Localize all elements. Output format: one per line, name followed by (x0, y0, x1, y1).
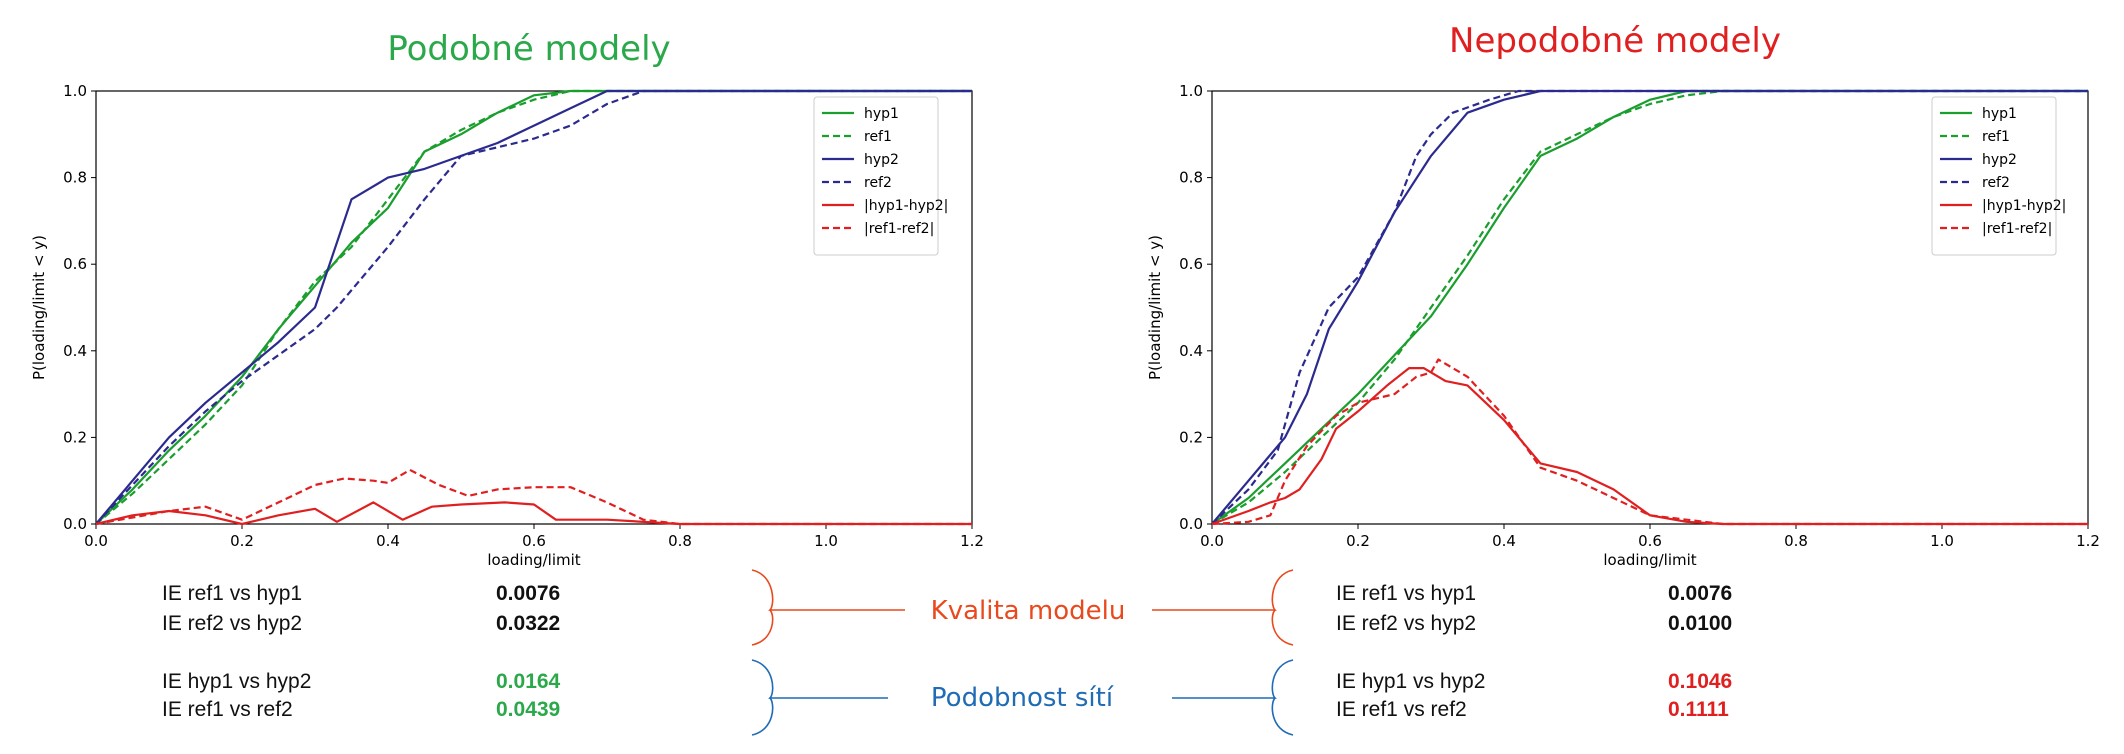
legend-entry: |ref1-ref2| (864, 221, 934, 237)
podobnost-connector (751, 659, 1294, 736)
kvalita-right-brace-lower (1271, 609, 1294, 646)
left-metrics: IE ref1 vs hyp1 0.0076 IE ref2 vs hyp2 0… (162, 582, 561, 721)
y-tick-label: 0.0 (63, 515, 87, 533)
legend-entry: ref2 (864, 175, 892, 191)
x-tick-label: 0.4 (1492, 532, 1516, 550)
podobnost-siti-label: Podobnost sítí (931, 683, 1114, 713)
series-line-hyp1 (1211, 89, 2088, 525)
podobnost-right-brace-lower (1271, 697, 1294, 736)
left-podobnost-label-1: IE hyp1 vs hyp2 (162, 670, 311, 693)
left-podobnost-value-1: 0.0164 (496, 670, 561, 693)
right-metrics: IE ref1 vs hyp1 0.0076 IE ref2 vs hyp2 0… (1336, 582, 1732, 721)
right-kvalita-label-2: IE ref2 vs hyp2 (1336, 612, 1476, 635)
x-tick-label: 0.2 (230, 532, 254, 550)
legend-entry: ref2 (1982, 175, 2010, 191)
y-tick-label: 1.0 (63, 82, 87, 100)
kvalita-connector (751, 569, 1294, 646)
x-axis-label: loading/limit (1603, 551, 1696, 569)
y-tick-label: 0.4 (1179, 342, 1203, 360)
series-line-ref2 (95, 89, 972, 525)
legend-entry: |hyp1-hyp2| (864, 198, 948, 214)
podobnost-right-line (1172, 659, 1294, 699)
kvalita-left-brace-lower (751, 609, 774, 646)
series-line-ref2 (1211, 89, 2088, 525)
x-tick-label: 0.6 (1638, 532, 1662, 550)
left-podobnost-value-2: 0.0439 (496, 698, 560, 721)
y-tick-label: 0.4 (63, 342, 87, 360)
y-tick-label: 0.0 (1179, 515, 1203, 533)
left-kvalita-value-2: 0.0322 (496, 612, 560, 635)
legend-entry: ref1 (864, 129, 892, 145)
series-line-ref1-ref2 (95, 468, 972, 526)
y-tick-label: 0.6 (63, 255, 87, 273)
x-tick-label: 1.0 (814, 532, 838, 550)
y-tick-label: 0.8 (63, 169, 87, 187)
chart-title-podobne: Podobné modely (387, 29, 670, 69)
x-tick-label: 0.0 (1200, 532, 1224, 550)
y-axis-label: P(loading/limit < y) (1146, 235, 1164, 380)
x-tick-label: 1.2 (960, 532, 984, 550)
right-kvalita-value-2: 0.0100 (1668, 612, 1732, 635)
x-tick-label: 1.2 (2076, 532, 2100, 550)
legend-entry: hyp2 (864, 152, 899, 168)
x-tick-label: 0.6 (522, 532, 546, 550)
right-podobnost-label-1: IE hyp1 vs hyp2 (1336, 670, 1485, 693)
right-podobnost-value-2: 0.1111 (1668, 698, 1729, 721)
y-tick-label: 0.2 (63, 428, 87, 446)
legend-entry: |hyp1-hyp2| (1982, 198, 2066, 214)
x-tick-label: 0.8 (1784, 532, 1808, 550)
left-kvalita-value-1: 0.0076 (496, 582, 560, 605)
series-line-hyp1-hyp2 (1211, 367, 2088, 526)
legend-entry: hyp1 (864, 106, 899, 122)
chart-title-nepodobne: Nepodobné modely (1449, 21, 1781, 61)
series-line-ref1-ref2 (1211, 358, 2088, 526)
kvalita-modelu-label: Kvalita modelu (931, 596, 1126, 626)
right-podobnost-value-1: 0.1046 (1668, 670, 1732, 693)
legend-entry: hyp2 (1982, 152, 2017, 168)
series-line-hyp2 (95, 89, 972, 525)
kvalita-right-line (1152, 569, 1294, 611)
series-line-hyp1-hyp2 (95, 501, 972, 526)
left-podobnost-label-2: IE ref1 vs ref2 (162, 698, 293, 721)
y-tick-label: 0.6 (1179, 255, 1203, 273)
x-tick-label: 1.0 (1930, 532, 1954, 550)
left-kvalita-label-2: IE ref2 vs hyp2 (162, 612, 302, 635)
y-tick-label: 0.2 (1179, 428, 1203, 446)
series-line-ref1 (1211, 89, 2088, 525)
x-tick-label: 0.0 (84, 532, 108, 550)
y-tick-label: 0.8 (1179, 169, 1203, 187)
y-tick-label: 1.0 (1179, 82, 1203, 100)
right-podobnost-label-2: IE ref1 vs ref2 (1336, 698, 1467, 721)
right-kvalita-value-1: 0.0076 (1668, 582, 1732, 605)
podobnost-left-brace-lower (751, 697, 774, 736)
x-tick-label: 0.4 (376, 532, 400, 550)
kvalita-left-brace (751, 569, 905, 611)
x-tick-label: 0.2 (1346, 532, 1370, 550)
x-axis-label: loading/limit (487, 551, 580, 569)
chart-podobne-modely: 0.0 0.2 0.4 0.6 0.8 1.0 1.2 0.0 0.2 0.4 0.6 0.8 1.0 l… (30, 82, 984, 569)
series-line-hyp1 (95, 89, 972, 525)
chart-nepodobne-modely: 0.0 0.2 0.4 0.6 0.8 1.0 1.2 0.0 0.2 0.4 0.6 0.8 1.0 l… (1146, 82, 2100, 569)
y-axis-label: P(loading/limit < y) (30, 235, 48, 380)
podobnost-left-brace (751, 659, 888, 699)
right-kvalita-label-1: IE ref1 vs hyp1 (1336, 582, 1476, 605)
legend-entry: ref1 (1982, 129, 2010, 145)
left-kvalita-label-1: IE ref1 vs hyp1 (162, 582, 302, 605)
series-line-ref1 (95, 89, 972, 525)
legend-entry: |ref1-ref2| (1982, 221, 2052, 237)
x-tick-label: 0.8 (668, 532, 692, 550)
legend-entry: hyp1 (1982, 106, 2017, 122)
